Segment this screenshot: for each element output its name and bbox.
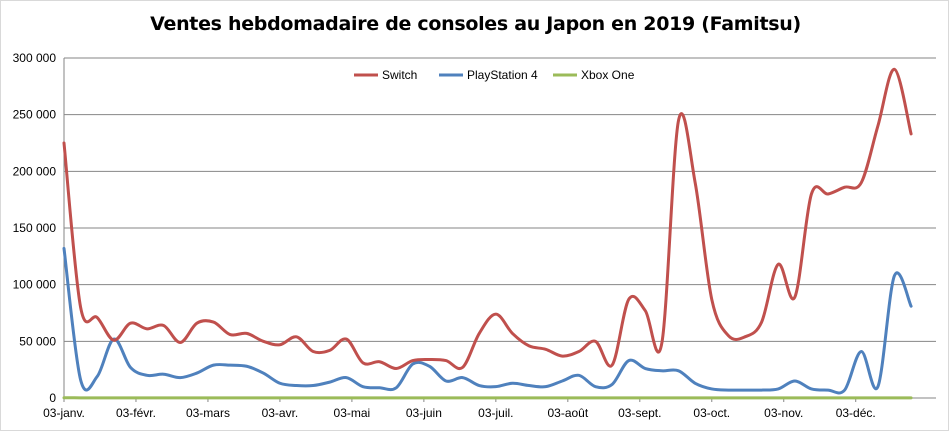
x-tick-label: 03-janv. [43,406,85,420]
legend-label-switch: Switch [382,68,417,82]
y-tick-label: 50 000 [19,334,56,348]
y-tick-label: 300 000 [13,51,57,65]
x-tick-label: 03-déc. [836,406,876,420]
y-tick-label: 0 [49,391,56,405]
x-tick-label: 03-mai [334,406,371,420]
x-tick-label: 03-févr. [116,406,156,420]
x-tick-label: 03-sept. [618,406,661,420]
y-tick-label: 100 000 [13,278,57,292]
x-tick-label: 03-mars [186,406,230,420]
legend-label-playstation-4: PlayStation 4 [467,68,538,82]
x-tick-label: 03-juin [406,406,442,420]
y-tick-label: 250 000 [13,108,57,122]
legend-label-xbox-one: Xbox One [581,68,635,82]
x-tick-label: 03-avr. [262,406,299,420]
y-tick-label: 200 000 [13,164,57,178]
x-tick-label: 03-août [547,406,588,420]
x-tick-label: 03-nov. [764,406,803,420]
y-tick-label: 150 000 [13,221,57,235]
x-tick-label: 03-oct. [693,406,730,420]
x-tick-label: 03-juil. [478,406,513,420]
